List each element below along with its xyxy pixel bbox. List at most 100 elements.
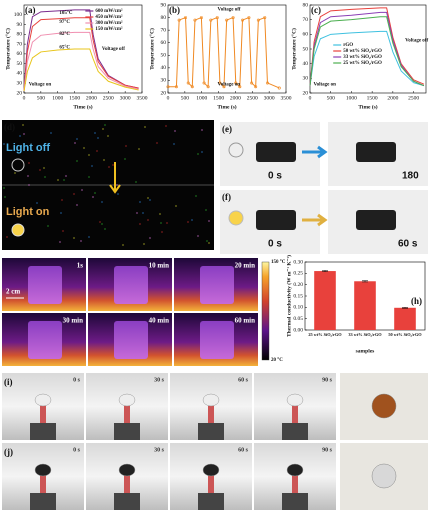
spark: [117, 193, 119, 195]
arrow: [302, 213, 328, 227]
sample: [200, 266, 234, 304]
caption: 30 min: [63, 317, 84, 325]
spark: [142, 212, 144, 214]
marker: [166, 85, 170, 89]
annotation: Voltage on: [218, 82, 241, 87]
spark: [44, 176, 46, 178]
y-tick-label: 0.10: [293, 305, 303, 311]
sparks: [3, 124, 210, 246]
panel-label: (b): [169, 5, 180, 15]
panel-e: (e) 0 s 180: [220, 122, 428, 186]
spark: [76, 204, 78, 206]
x-tick-label: 1500: [213, 95, 224, 101]
spark: [76, 160, 78, 162]
sample: [28, 266, 62, 304]
x-axis-label: Time (s): [358, 103, 377, 110]
bar: [394, 307, 416, 330]
spark: [88, 154, 90, 156]
marker: [238, 85, 242, 89]
marker: [193, 18, 197, 22]
x-tick-label: 2500: [408, 95, 419, 101]
y-tick-label: 60: [17, 51, 23, 57]
spark: [125, 145, 127, 147]
panel-label: (f): [222, 192, 231, 202]
marker: [277, 86, 281, 90]
x-tick-label: 2500: [103, 95, 114, 101]
sample: [256, 210, 296, 230]
caption: 40 min: [149, 317, 170, 325]
plot-frame: [167, 4, 287, 94]
annotation: Voltage on: [29, 82, 52, 87]
spark: [136, 212, 138, 214]
spark: [83, 147, 85, 149]
line: [309, 7, 425, 86]
spark: [60, 212, 62, 214]
annotation: Voltage off: [405, 38, 428, 43]
spark: [104, 228, 106, 230]
caption: 0 s: [268, 239, 282, 250]
panel-ij: 0 s 30 s 60 s 90 s (i) 0 s 30 s 60 s 90 s (j): [2, 373, 428, 510]
y-tick-label: 80: [303, 2, 309, 8]
caption: 30 s: [154, 447, 165, 453]
x-tick-label: 3000: [120, 95, 131, 101]
line: [23, 17, 139, 92]
caption: 0 s: [73, 447, 81, 453]
annotation: 65°C: [59, 45, 70, 50]
spark: [61, 199, 63, 201]
caption: 60 s: [398, 239, 418, 250]
legend-label: rGO: [343, 43, 353, 48]
legend-label: 50 wt% SiO₂/rGO: [343, 49, 382, 54]
y-tick-label: 40: [161, 65, 167, 71]
sample: [118, 463, 136, 477]
panel-label: (e): [222, 124, 232, 134]
x-tick-label: 1000: [196, 95, 207, 101]
spark: [28, 184, 30, 186]
stand: [208, 403, 214, 425]
marker: [250, 81, 254, 85]
x-tick-label: 2000: [230, 95, 241, 101]
y-tick-label: 60: [161, 40, 167, 46]
spark: [88, 176, 90, 178]
marker: [256, 18, 260, 22]
annotation: 97°C: [59, 20, 70, 25]
y-axis-label: Temperature (°C): [4, 28, 11, 70]
legend-label: 450 mW/cm²: [95, 14, 123, 20]
legend-label: 33 wt% SiO₂/rGO: [343, 55, 382, 60]
marker: [206, 85, 210, 89]
spark: [116, 184, 118, 186]
y-tick-label: 50: [303, 46, 309, 52]
y-tick-label: 70: [303, 17, 309, 23]
burner: [30, 423, 56, 440]
spark: [205, 209, 207, 211]
spark: [112, 164, 114, 166]
sample: [202, 463, 220, 477]
panel-label: (a): [25, 5, 36, 15]
spark: [143, 243, 145, 245]
y-axis-label: Temperature (°C): [148, 28, 155, 70]
panel-label: (c): [311, 5, 321, 15]
marker: [190, 85, 194, 89]
marker: [222, 85, 226, 89]
bar: [314, 271, 336, 330]
spark: [47, 225, 49, 227]
marker: [209, 18, 213, 22]
spark: [149, 199, 151, 201]
spark: [65, 175, 67, 177]
x-tick-label: 1500: [69, 95, 80, 101]
spark: [206, 240, 208, 242]
spark: [4, 196, 6, 198]
burner: [198, 423, 224, 440]
spark: [22, 124, 24, 126]
marker: [263, 16, 267, 20]
spark: [156, 142, 158, 144]
plot-frame: [23, 4, 143, 94]
x-tick-label: 2000: [86, 95, 97, 101]
spark: [80, 240, 82, 242]
caption: 60 s: [238, 377, 249, 383]
spark: [201, 151, 203, 153]
error-bar: [402, 307, 408, 309]
stand: [292, 473, 298, 495]
annotation: 105°C: [59, 11, 72, 16]
x-tick-label: 3000: [264, 95, 275, 101]
x-tick-label: 3500: [281, 95, 292, 101]
